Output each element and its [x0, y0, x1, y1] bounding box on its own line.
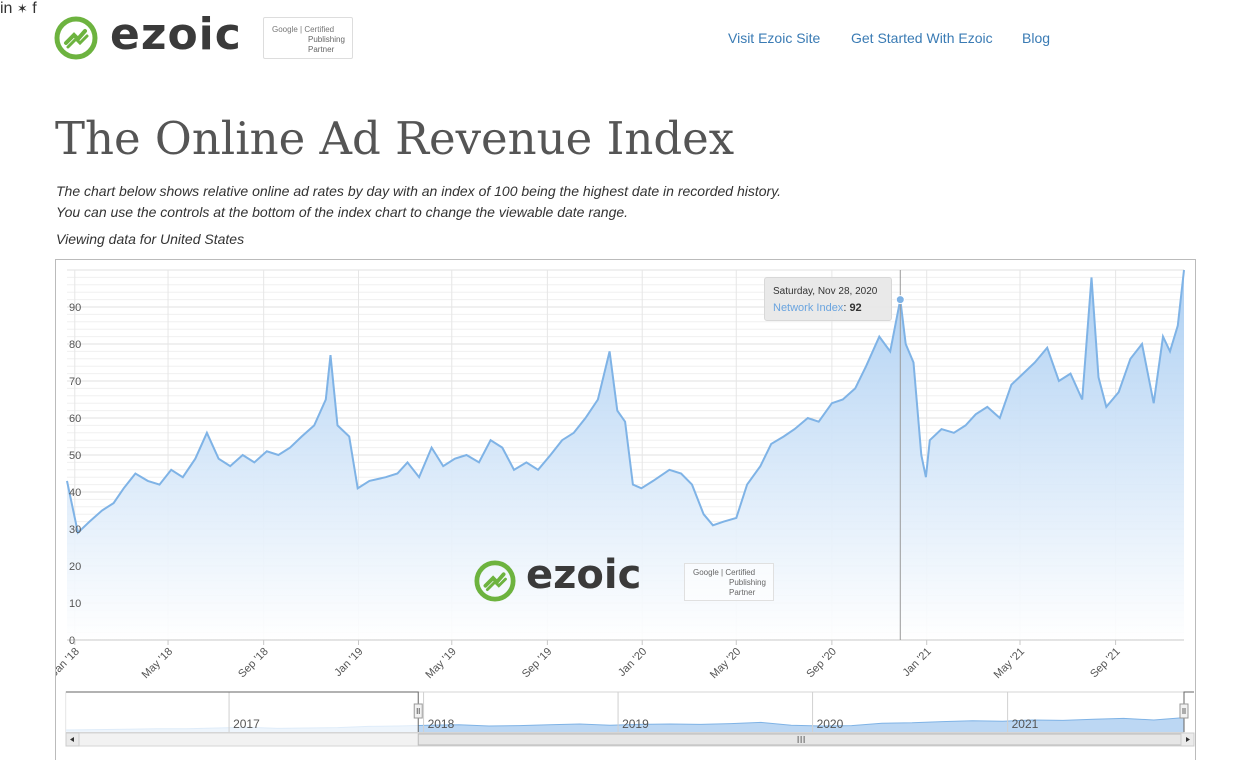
watermark-badge-google: Google [693, 568, 719, 577]
brand-wordmark: ezoic [110, 9, 242, 60]
watermark-wordmark: ezoic [526, 552, 642, 598]
navigator-year-label: 2017 [233, 717, 260, 731]
description-line-1: The chart below shows relative online ad… [56, 183, 782, 199]
watermark-badge-certified: Certified [725, 568, 756, 577]
page-title: The Online Ad Revenue Index [55, 112, 735, 165]
description-line-2: You can use the controls at the bottom o… [56, 204, 629, 220]
navigator-year-label: 2020 [817, 717, 844, 731]
x-tick-label: May '18 [140, 646, 175, 681]
series-line [66, 269, 1185, 535]
y-tick-label: 10 [69, 598, 81, 610]
x-tick-label: Jan '21 [900, 646, 933, 679]
x-tick-label: May '20 [708, 646, 743, 681]
chart-watermark: ezoic Google | Certified Publishing Part… [474, 552, 774, 604]
x-tick-label: Sep '20 [804, 646, 839, 681]
tooltip-series-name: Network Index [773, 302, 844, 314]
badge-partner: Partner [308, 45, 335, 54]
y-tick-label: 90 [69, 302, 81, 314]
navigator-year-label: 2019 [622, 717, 649, 731]
watermark-badge: Google | Certified Publishing Partner [684, 563, 774, 601]
highlight-point [895, 295, 905, 305]
watermark-logo-icon [474, 560, 516, 602]
chart-tooltip: Saturday, Nov 28, 2020 Network Index: 92 [764, 277, 892, 321]
twitter-icon[interactable]: ✶ [16, 1, 28, 16]
y-tick-label: 20 [69, 561, 81, 573]
y-tick-label: 80 [69, 339, 81, 351]
y-tick-label: 40 [69, 487, 81, 499]
x-tick-label: Sep '21 [1088, 646, 1123, 681]
scroll-left-arrow-icon [70, 737, 74, 742]
tooltip-value: 92 [849, 302, 862, 314]
y-tick-label: 60 [69, 413, 81, 425]
nav-get-started[interactable]: Get Started With Ezoic [851, 30, 993, 46]
page-description: The chart below shows relative online ad… [56, 181, 781, 223]
series-area [67, 270, 1184, 640]
navigator-outline-right [1183, 691, 1194, 732]
y-tick-label: 30 [69, 524, 81, 536]
navigator-year-label: 2021 [1012, 717, 1039, 731]
navigator-handle-right[interactable] [1179, 703, 1189, 719]
x-tick-label: Sep '18 [236, 646, 271, 681]
badge-google: Google [272, 25, 298, 34]
x-tick-label: May '19 [423, 646, 458, 681]
navigator-outline-left [66, 691, 419, 732]
ezoic-logo[interactable]: ezoic [54, 9, 254, 63]
badge-certified: Certified [304, 25, 335, 34]
viewing-region-text: Viewing data for United States [56, 231, 245, 247]
watermark-badge-partner: Partner [729, 588, 756, 597]
google-partner-badge: Google | Certified Publishing Partner [263, 17, 353, 59]
y-tick-label: 50 [69, 450, 81, 462]
nav-blog[interactable]: Blog [1022, 30, 1051, 46]
watermark-badge-publishing: Publishing [729, 578, 766, 587]
nav-visit-ezoic-site[interactable]: Visit Ezoic Site [728, 30, 821, 46]
x-tick-label: Jan '20 [616, 646, 649, 679]
linkedin-icon[interactable]: in [0, 0, 13, 17]
badge-publishing: Publishing [308, 35, 345, 44]
navigator-handle-left[interactable] [413, 703, 423, 719]
navigator-mask-left [66, 692, 419, 732]
x-tick-label: Sep '19 [520, 646, 555, 681]
facebook-icon[interactable]: f [32, 0, 37, 17]
site-header: ezoic Google | Certified Publishing Part… [0, 0, 1233, 80]
x-tick-label: Jan '18 [56, 646, 82, 679]
x-tick-label: May '21 [992, 646, 1027, 681]
chart-svg[interactable]: 0 10 20 30 40 50 60 70 80 90 Jan '18 May '18 Sep '18… [56, 260, 1195, 760]
ezoic-logo-icon [54, 16, 98, 60]
y-tick-label: 0 [69, 635, 75, 647]
navigator-year-label: 2018 [428, 717, 455, 731]
tooltip-date: Saturday, Nov 28, 2020 [773, 286, 878, 297]
y-tick-label: 70 [69, 376, 81, 388]
index-chart[interactable]: 0 10 20 30 40 50 60 70 80 90 Jan '18 May '18 Sep '18… [55, 259, 1196, 760]
x-tick-label: Jan '19 [332, 646, 365, 679]
scroll-right-arrow-icon [1186, 737, 1190, 742]
